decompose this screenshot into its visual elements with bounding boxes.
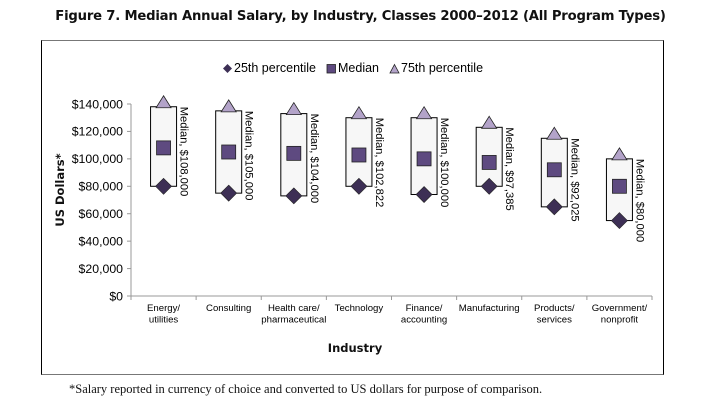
- point-75th-percentile: [480, 115, 498, 129]
- median-data-label: Median, $102,822: [373, 118, 385, 208]
- point-25th-percentile: [611, 212, 628, 229]
- point-median: [612, 178, 627, 194]
- x-category-label: Manufacturing: [459, 303, 520, 314]
- x-category-label: Finance/: [406, 303, 443, 314]
- x-category-label: Health care/: [268, 303, 320, 314]
- y-tick-label: $0: [109, 289, 123, 303]
- legend-label-25th: 25th percentile: [234, 61, 317, 75]
- figure-title: Figure 7. Median Annual Salary, by Indus…: [55, 9, 666, 24]
- point-median: [156, 140, 171, 156]
- x-axis-title: Industry: [327, 341, 383, 355]
- legend: 25th percentile Median 75th percentile: [222, 61, 493, 75]
- chart-frame: [41, 40, 664, 375]
- point-median: [546, 162, 562, 178]
- point-75th-percentile: [611, 147, 628, 161]
- y-tick-label: $60,000: [79, 207, 124, 221]
- y-tick-label: $20,000: [79, 262, 124, 276]
- median-data-label: Median, $105,000: [243, 111, 255, 201]
- legend-item-25th: 25th percentile: [222, 61, 316, 75]
- point-25th-percentile: [480, 177, 498, 195]
- point-25th-percentile: [415, 186, 433, 203]
- point-median: [286, 145, 302, 161]
- y-tick-label: $120,000: [72, 125, 123, 139]
- point-median: [221, 144, 237, 160]
- point-25th-percentile: [155, 177, 172, 195]
- point-75th-percentile: [546, 126, 563, 140]
- square-icon: [326, 63, 336, 73]
- point-25th-percentile: [220, 184, 238, 202]
- legend-label-median: Median: [338, 61, 380, 75]
- x-category-label: Energy/: [147, 303, 180, 314]
- legend-item-75th: 75th percentile: [389, 61, 483, 75]
- range-box: [475, 126, 503, 187]
- point-25th-percentile: [350, 177, 368, 195]
- point-median: [416, 151, 432, 167]
- point-25th-percentile: [545, 198, 563, 216]
- legend-label-75th: 75th percentile: [401, 61, 484, 75]
- point-75th-percentile: [220, 99, 237, 113]
- x-category-label: utilities: [149, 315, 179, 326]
- legend-item-median: Median: [326, 61, 379, 75]
- y-tick-label: $100,000: [72, 152, 123, 166]
- point-median: [481, 155, 497, 170]
- x-category-label: Technology: [335, 303, 384, 314]
- point-75th-percentile: [415, 105, 433, 120]
- point-75th-percentile: [350, 105, 368, 120]
- x-category-label: services: [537, 315, 572, 326]
- y-tick-label: $80,000: [79, 180, 124, 194]
- x-category-label: pharmaceutical: [261, 315, 326, 326]
- median-data-label: Median, $80,000: [633, 159, 645, 242]
- y-tick-label: $40,000: [79, 234, 124, 248]
- median-data-label: Median, $108,000: [178, 107, 190, 197]
- median-data-label: Median, $100,000: [438, 118, 450, 208]
- triangle-icon: [389, 63, 400, 73]
- x-category-label: Products/: [534, 303, 575, 314]
- median-data-label: Median, $104,000: [308, 114, 320, 204]
- median-data-label: Median, $92,025: [568, 138, 580, 221]
- x-category-label: Consulting: [206, 303, 251, 314]
- diamond-icon: [223, 63, 232, 73]
- median-data-label: Median, $97,385: [503, 127, 515, 210]
- point-25th-percentile: [285, 187, 303, 205]
- x-category-label: accounting: [401, 315, 447, 326]
- x-category-label: nonprofit: [601, 315, 639, 326]
- point-75th-percentile: [155, 94, 172, 109]
- footnote: *Salary reported in currency of choice a…: [69, 382, 543, 396]
- point-median: [351, 147, 367, 163]
- point-75th-percentile: [285, 101, 303, 115]
- y-tick-label: $140,000: [72, 97, 123, 111]
- x-category-label: Government/: [592, 303, 648, 314]
